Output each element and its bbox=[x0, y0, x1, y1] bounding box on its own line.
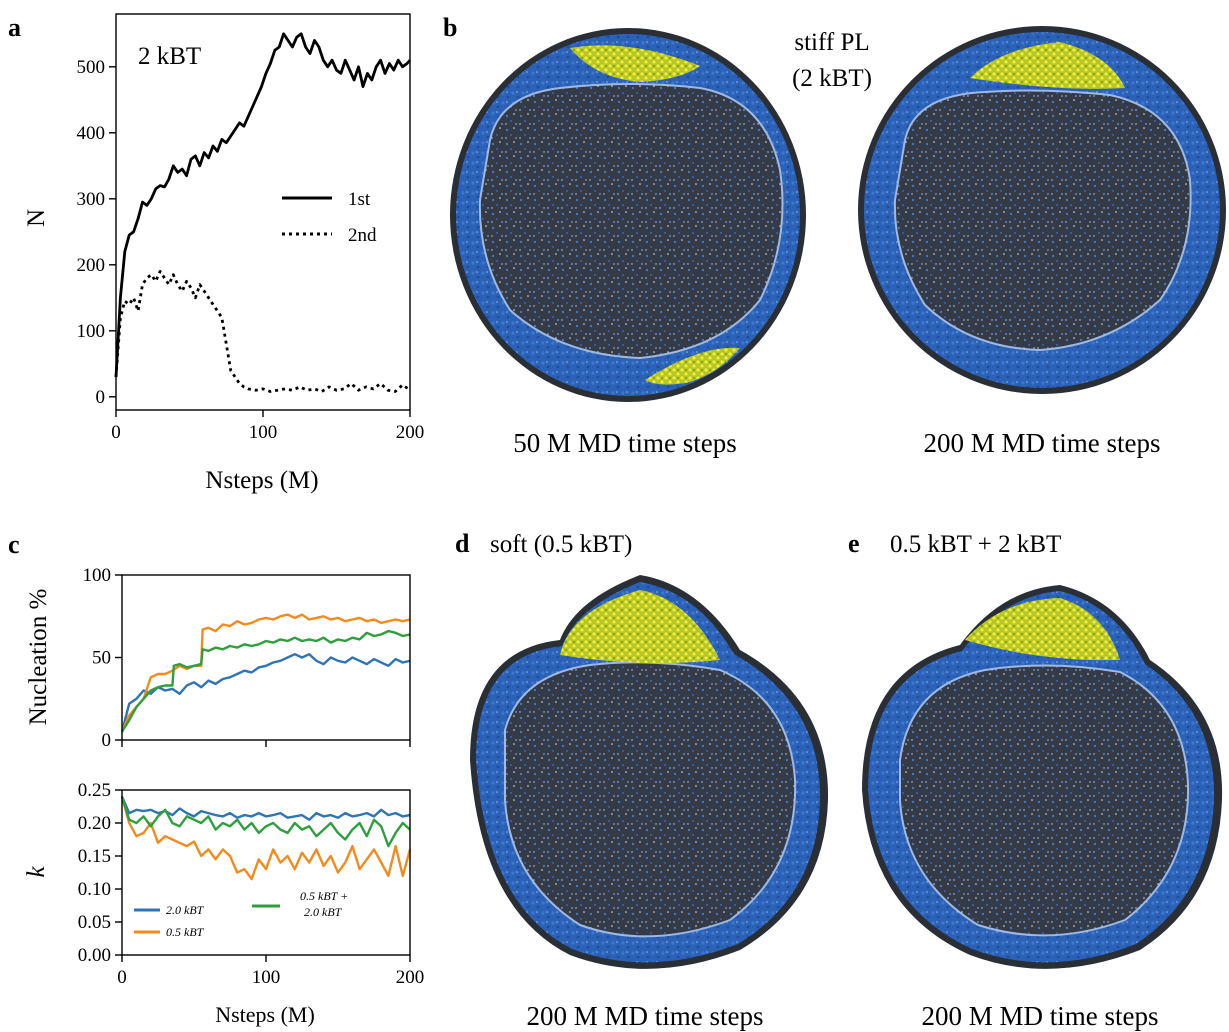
panel-letter-b: b bbox=[443, 13, 457, 42]
panel-letter-d: d bbox=[455, 529, 470, 558]
legend-label-1st: 1st bbox=[348, 189, 371, 210]
y-tick-label-c-top-2: 100 bbox=[83, 565, 112, 586]
y-tick-label-c-bottom-2: 0.10 bbox=[78, 879, 111, 900]
title-soft: soft (0.5 kBT) bbox=[490, 531, 632, 558]
y-tick-label-c-bottom-5: 0.25 bbox=[78, 780, 111, 801]
y-tick-label-c-bottom-3: 0.15 bbox=[78, 846, 111, 867]
series-line-c-top-1 bbox=[120, 613, 411, 733]
plot-c-nucleation: 0 50 100 bbox=[83, 565, 411, 751]
vesicle-image-b-200m bbox=[858, 26, 1226, 394]
series-line-a-1 bbox=[114, 269, 411, 393]
annotation-2kbt: 2 kBT bbox=[138, 43, 201, 70]
caption-d: 200 M MD time steps bbox=[526, 1001, 763, 1031]
y-tick-label-c-top-0: 0 bbox=[102, 730, 112, 751]
series-line-c-top-0 bbox=[120, 653, 411, 733]
series-line-c-bottom-2 bbox=[120, 796, 411, 848]
legend-label-mixed-line1: 0.5 kBT + bbox=[300, 889, 348, 903]
x-tick-label-c-bottom-1: 100 bbox=[252, 967, 281, 988]
y-tick-label-c-top-1: 50 bbox=[92, 648, 111, 669]
y-tick-label-a-5: 500 bbox=[77, 57, 106, 78]
y-tick-label-a-1: 100 bbox=[77, 321, 106, 342]
caption-b-200m: 200 M MD time steps bbox=[923, 428, 1160, 458]
y-axis-label-a: N bbox=[23, 209, 50, 227]
x-tick-label-c-bottom-0: 0 bbox=[117, 967, 127, 988]
panel-letter-e: e bbox=[848, 529, 860, 558]
legend-label-mixed-line2: 2.0 kBT bbox=[304, 905, 343, 919]
series-line-a-0 bbox=[114, 32, 412, 378]
x-tick-label-c-bottom-2: 200 bbox=[396, 967, 425, 988]
legend-label-2nd: 2nd bbox=[348, 225, 377, 246]
plot-c-k: 0.00 0.05 0.10 0.15 0.20 0.25 0 100 200 bbox=[78, 780, 425, 988]
y-tick-label-a-0: 0 bbox=[96, 387, 106, 408]
series-line-c-bottom-1 bbox=[120, 796, 412, 881]
x-axis-label-a: Nsteps (M) bbox=[205, 467, 318, 494]
title-mixed: 0.5 kBT + 2 kBT bbox=[890, 531, 1061, 558]
plot-frame-c-top bbox=[121, 574, 411, 741]
title-stiff-pl: stiff PL bbox=[794, 29, 869, 56]
caption-b-50m: 50 M MD time steps bbox=[513, 428, 737, 458]
panel-letter-c: c bbox=[8, 530, 20, 559]
vesicle-image-e bbox=[862, 585, 1223, 969]
series-line-c-bottom-0 bbox=[120, 796, 411, 821]
y-axis-label-nucleation: Nucleation % bbox=[25, 589, 52, 726]
y-tick-label-c-bottom-0: 0.00 bbox=[78, 945, 111, 966]
y-tick-label-a-2: 200 bbox=[77, 255, 106, 276]
legend-label-2kbt: 2.0 kBT bbox=[166, 903, 205, 917]
title-stiff-pl-energy: (2 kBT) bbox=[792, 65, 872, 92]
plot-frame-a bbox=[115, 13, 411, 411]
y-tick-label-c-bottom-4: 0.20 bbox=[78, 813, 111, 834]
legend-label-05kbt: 0.5 kBT bbox=[166, 925, 205, 939]
legend-a: 1st 2nd bbox=[282, 189, 377, 246]
series-line-c-top-2 bbox=[120, 629, 411, 733]
x-tick-label-a-1: 100 bbox=[249, 422, 278, 443]
plot-a: 0 100 200 300 400 500 0 100 200 bbox=[77, 13, 425, 443]
x-axis-label-c: Nsteps (M) bbox=[215, 1002, 315, 1027]
vesicle-image-b-50m bbox=[450, 28, 806, 402]
x-tick-label-a-2: 200 bbox=[396, 422, 425, 443]
legend-c: 2.0 kBT 0.5 kBT 0.5 kBT + 2.0 kBT bbox=[134, 889, 348, 939]
y-tick-label-a-3: 300 bbox=[77, 189, 106, 210]
caption-e: 200 M MD time steps bbox=[921, 1001, 1158, 1031]
y-axis-label-k: k bbox=[23, 866, 50, 878]
panel-letter-a: a bbox=[8, 13, 21, 42]
vesicle-image-d bbox=[470, 575, 829, 969]
y-tick-label-a-4: 400 bbox=[77, 123, 106, 144]
x-tick-label-a-0: 0 bbox=[111, 422, 121, 443]
y-tick-label-c-bottom-1: 0.05 bbox=[78, 912, 111, 933]
